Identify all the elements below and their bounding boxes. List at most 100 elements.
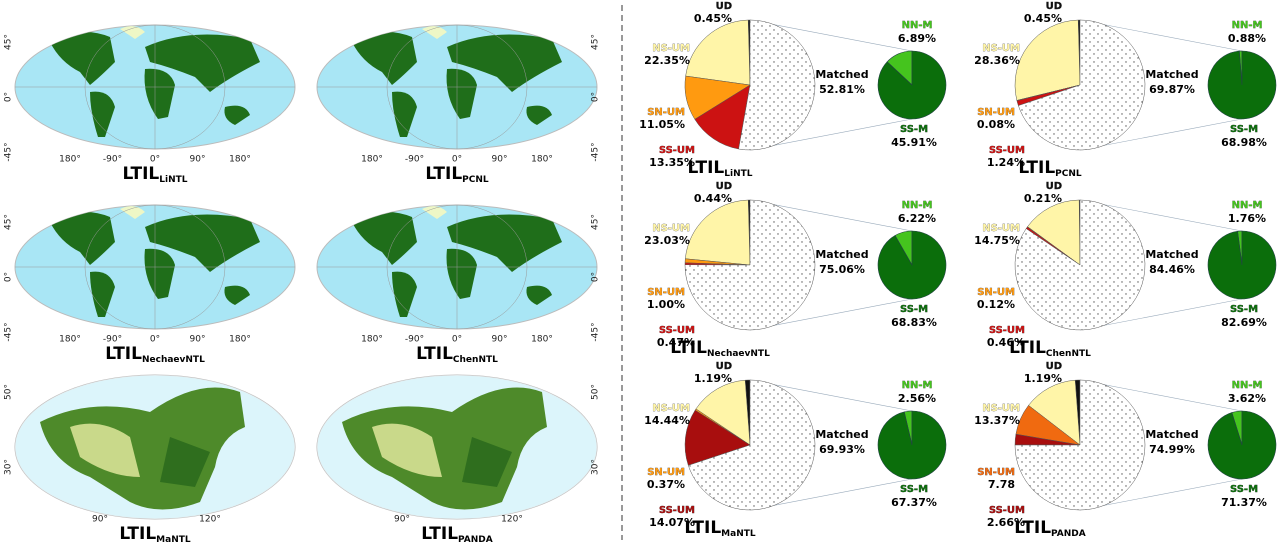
sub-pie-slice xyxy=(877,410,947,480)
panel-title: LTILMaNTL xyxy=(684,518,755,539)
title-subscript: ChenNTL xyxy=(453,355,498,365)
map-y-label: 50° xyxy=(591,384,601,400)
pie-slice xyxy=(687,379,816,511)
sub-value: 71.37% xyxy=(1221,496,1267,509)
pie-slice xyxy=(1014,199,1146,331)
slice-value: 14.44% xyxy=(644,414,690,427)
pie-slice xyxy=(684,199,816,331)
map-x-label: 180° xyxy=(531,335,553,345)
slice-value: 69.93% xyxy=(819,443,865,456)
map-x-label: 180° xyxy=(361,335,383,345)
connector xyxy=(749,199,913,232)
map-x-label: 90° xyxy=(394,515,410,525)
map-y-label: 0° xyxy=(4,272,14,282)
map-y-label: 45° xyxy=(591,214,601,230)
slice-value: 22.35% xyxy=(644,54,690,67)
slice-label: SS-UM xyxy=(989,325,1025,336)
connector xyxy=(749,478,913,511)
map-y-label: 45° xyxy=(4,214,14,230)
pie-slice xyxy=(685,199,751,266)
sub-pie-slice xyxy=(1207,230,1277,300)
slice-value: 0.46% xyxy=(987,336,1025,349)
slice-label: SN-UM xyxy=(647,467,685,478)
slice-value: 13.35% xyxy=(649,156,695,169)
slice-value: 0.12% xyxy=(977,298,1015,311)
title-main: LTIL xyxy=(1009,338,1046,358)
sub-value: 45.91% xyxy=(891,136,937,149)
slice-value: 23.03% xyxy=(644,234,690,247)
sub-pie-slice xyxy=(1207,410,1277,480)
slice-label: UD xyxy=(716,1,732,12)
panel-title: LTILChenNTL xyxy=(416,344,498,365)
sub-value: 0.88% xyxy=(1228,32,1266,45)
map-world xyxy=(15,25,295,149)
map-y-label: -45° xyxy=(4,142,14,161)
slice-value: 28.36% xyxy=(974,54,1020,67)
connector xyxy=(749,379,913,412)
panel-title: LTILPANDA xyxy=(1014,518,1086,539)
slice-label: NS-UM xyxy=(982,43,1020,54)
map-china xyxy=(10,367,300,527)
slice-label: Matched xyxy=(815,428,868,441)
slice-label: NS-UM xyxy=(982,223,1020,234)
panel-title: LTILPANDA xyxy=(421,524,493,544)
slice-label: UD xyxy=(1046,1,1062,12)
slice-value: 11.05% xyxy=(639,118,685,131)
slice-label: Matched xyxy=(815,248,868,261)
map-y-label: 45° xyxy=(4,34,14,50)
sub-value: 6.22% xyxy=(898,212,936,225)
map-china xyxy=(312,367,602,527)
slice-label: SN-UM xyxy=(977,107,1015,118)
sub-label: SS-M xyxy=(900,484,928,495)
slice-value: 84.46% xyxy=(1149,263,1195,276)
map-x-label: 90° xyxy=(190,335,206,345)
connector xyxy=(749,118,913,151)
sub-value: 6.89% xyxy=(898,32,936,45)
map-x-label: -90° xyxy=(405,335,424,345)
sub-value: 67.37% xyxy=(891,496,937,509)
slice-value: 0.21% xyxy=(1024,192,1062,205)
map-x-label: 180° xyxy=(59,335,81,345)
slice-label: NS-UM xyxy=(652,223,690,234)
map-x-label: 0° xyxy=(150,155,160,165)
slice-value: 69.87% xyxy=(1149,83,1195,96)
sub-label: SS-M xyxy=(900,304,928,315)
title-main: LTIL xyxy=(425,164,462,184)
pie-slice xyxy=(1014,19,1081,101)
title-subscript: MaNTL xyxy=(156,535,191,544)
slice-value: 75.06% xyxy=(819,263,865,276)
pie-slice xyxy=(1014,379,1146,511)
title-subscript: LiNTL xyxy=(159,175,187,185)
map-x-label: -90° xyxy=(405,155,424,165)
pie-slice xyxy=(738,19,816,151)
panel-title: LTILNechaevNTL xyxy=(670,338,770,359)
map-x-label: -90° xyxy=(103,335,122,345)
title-main: LTIL xyxy=(105,344,142,364)
slice-value: 14.75% xyxy=(974,234,1020,247)
map-x-label: 180° xyxy=(531,155,553,165)
map-y-label: 30° xyxy=(4,459,14,475)
slice-label: SS-UM xyxy=(989,505,1025,516)
sub-label: SS-M xyxy=(900,124,928,135)
sub-value: 2.56% xyxy=(898,392,936,405)
slice-label: UD xyxy=(716,181,732,192)
slice-label: Matched xyxy=(1145,68,1198,81)
map-y-label: 30° xyxy=(591,459,601,475)
map-world xyxy=(317,25,597,149)
map-x-label: 0° xyxy=(150,335,160,345)
pie-slice xyxy=(685,19,751,86)
title-main: LTIL xyxy=(670,338,707,358)
slice-value: 1.19% xyxy=(694,372,732,385)
map-x-label: 90° xyxy=(190,155,206,165)
sub-value: 1.76% xyxy=(1228,212,1266,225)
title-subscript: NechaevNTL xyxy=(142,355,205,365)
slice-value: 74.99% xyxy=(1149,443,1195,456)
title-main: LTIL xyxy=(119,524,156,544)
title-subscript: PCNL xyxy=(462,175,489,185)
connector xyxy=(1079,478,1243,511)
map-y-label: 45° xyxy=(591,34,601,50)
slice-value: 0.08% xyxy=(977,118,1015,131)
connector xyxy=(749,298,913,331)
slice-label: Matched xyxy=(1145,248,1198,261)
